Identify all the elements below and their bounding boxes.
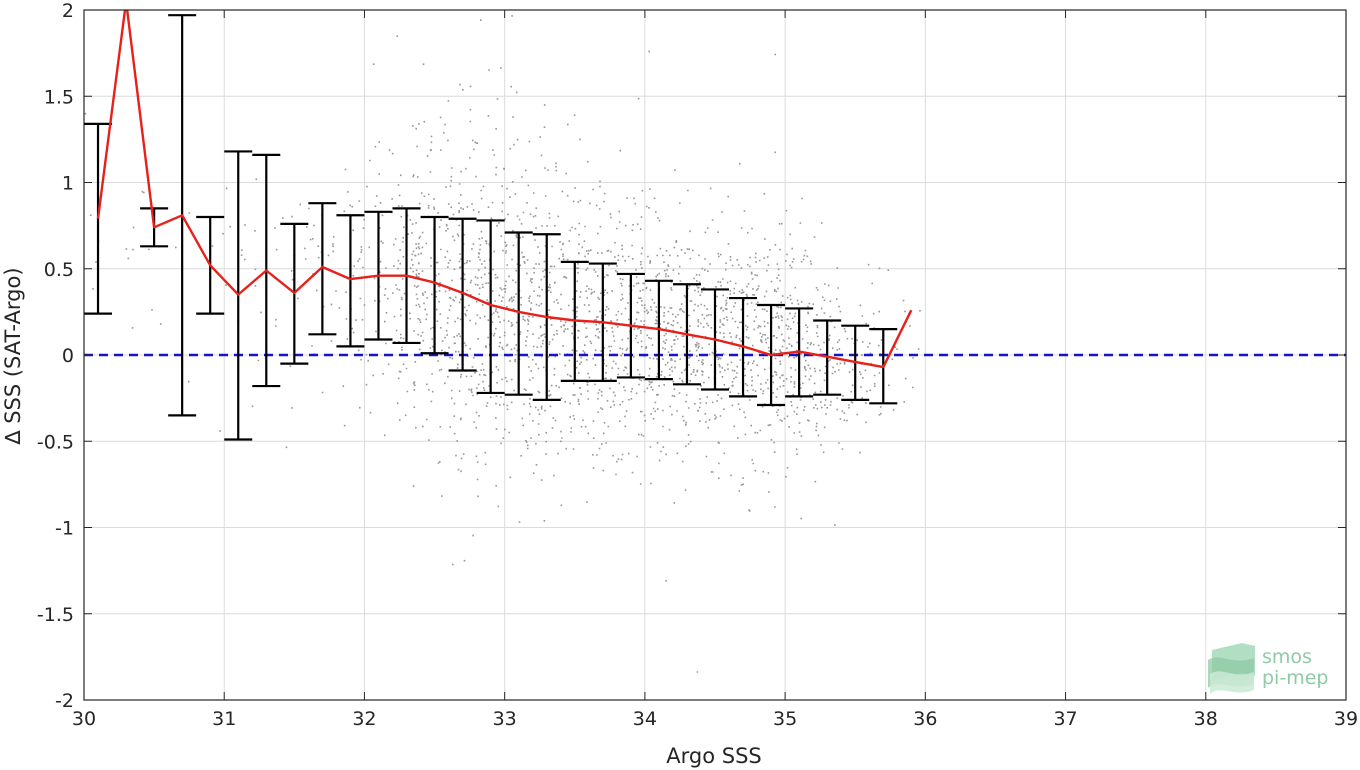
smos-pimep-logo: smos pi-mep — [1208, 643, 1328, 694]
y-tick-label: 2 — [62, 0, 74, 22]
top-mask — [0, 0, 1360, 10]
y-tick-label: -1.5 — [37, 604, 74, 626]
x-tick-label: 32 — [352, 708, 376, 730]
y-axis-label: ∆ SSS (SAT-Argo) — [1, 267, 25, 445]
x-tick-label: 31 — [212, 708, 236, 730]
logo-line-1: smos — [1262, 646, 1312, 668]
x-axis-label: Argo SSS — [666, 744, 761, 768]
logo-line-2: pi-mep — [1262, 667, 1328, 689]
y-tick-label: -1 — [55, 518, 74, 540]
x-tick-label: 33 — [493, 708, 517, 730]
y-tick-label: -0.5 — [37, 431, 74, 453]
y-tick-label: 1.5 — [44, 86, 74, 108]
y-tick-label: 0.5 — [44, 259, 74, 281]
y-tick-label: 1 — [62, 173, 74, 195]
x-tick-label: 36 — [913, 708, 937, 730]
x-tick-label: 34 — [633, 708, 657, 730]
tick-labels: 30 31 32 33 34 35 36 37 38 39 -2 -1.5 -1 -0.5 0 0.5 1 1.5… — [37, 0, 1358, 730]
x-tick-label: 39 — [1334, 708, 1358, 730]
x-tick-label: 35 — [773, 708, 797, 730]
x-tick-label: 30 — [72, 708, 96, 730]
axes — [0, 0, 1360, 701]
logo-wave-icon — [1208, 643, 1255, 694]
mean-line — [96, 0, 913, 369]
x-tick-label: 38 — [1194, 708, 1218, 730]
x-tick-label: 37 — [1053, 708, 1077, 730]
y-tick-label: 0 — [62, 345, 74, 367]
mean-line-group — [96, 0, 913, 369]
y-tick-label: -2 — [55, 690, 74, 712]
